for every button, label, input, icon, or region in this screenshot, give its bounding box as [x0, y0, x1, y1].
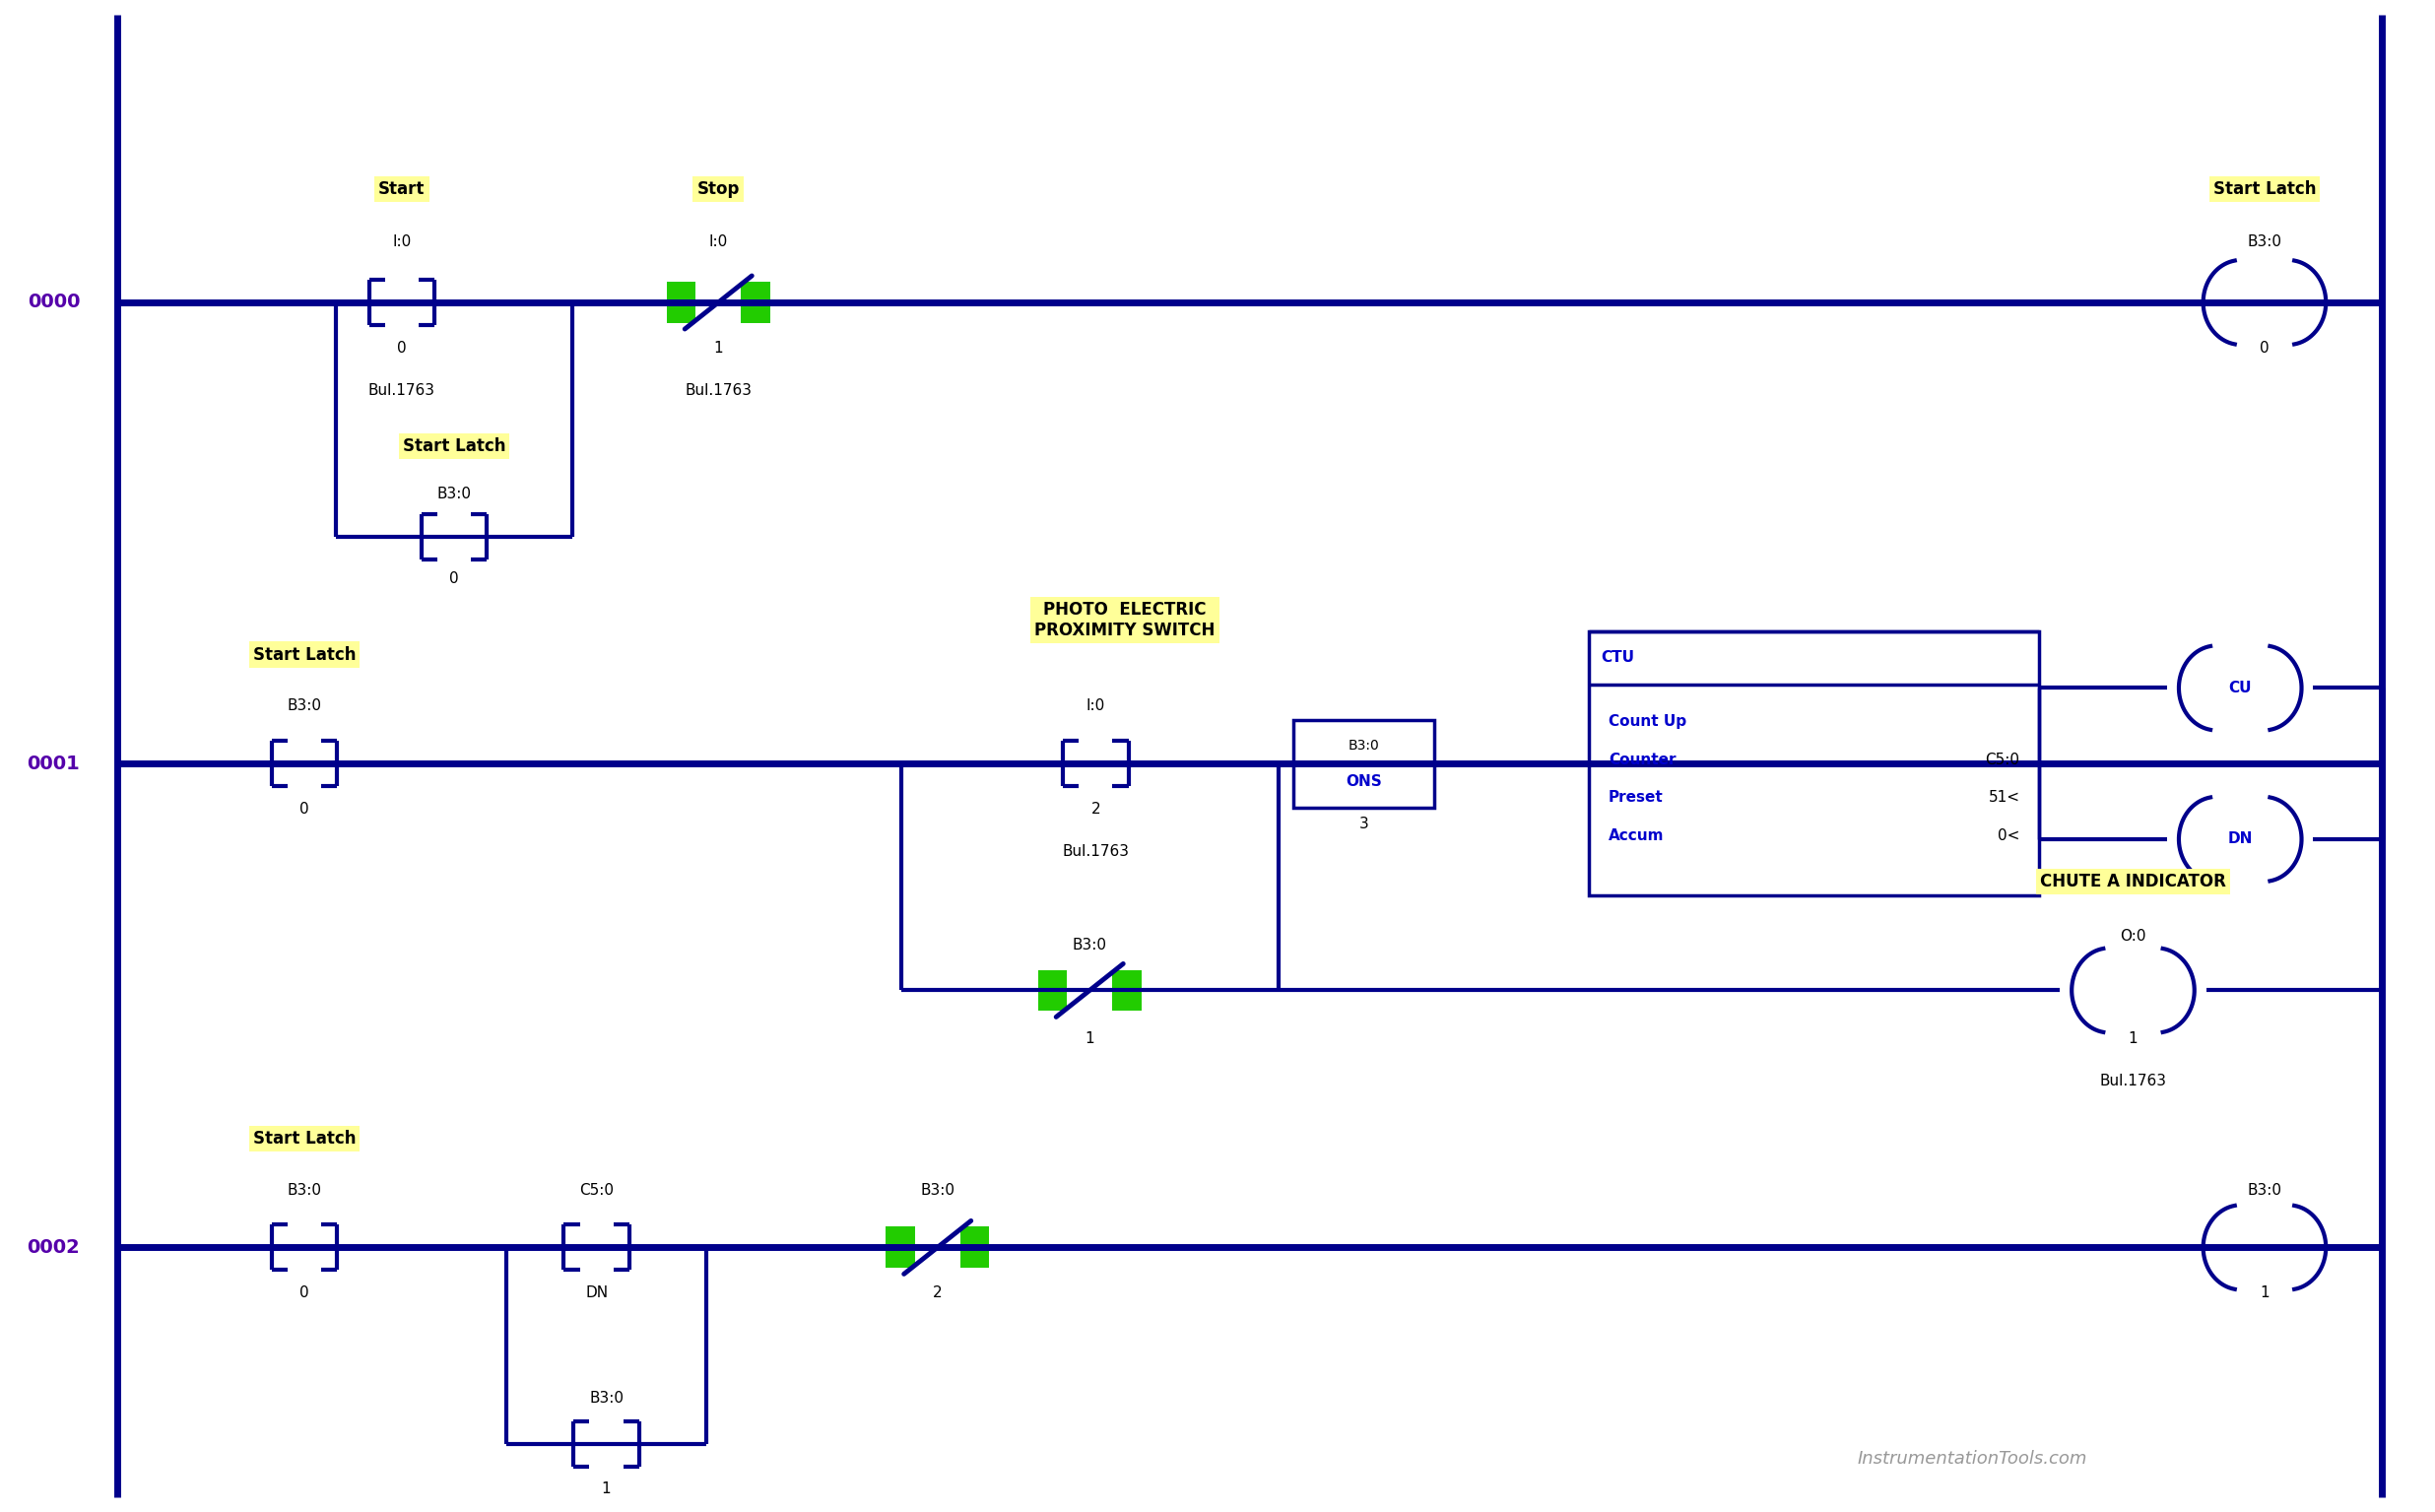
Text: DN: DN: [2228, 832, 2252, 847]
Text: Bul.1763: Bul.1763: [684, 383, 752, 398]
Text: B3:0: B3:0: [436, 487, 472, 502]
Text: I:0: I:0: [392, 234, 412, 249]
FancyBboxPatch shape: [667, 281, 696, 324]
Text: InstrumentationTools.com: InstrumentationTools.com: [1858, 1450, 2087, 1468]
Text: B3:0: B3:0: [589, 1391, 623, 1406]
Text: 1: 1: [601, 1482, 611, 1497]
Text: Count Up: Count Up: [1607, 715, 1687, 729]
Text: Bul.1763: Bul.1763: [2099, 1074, 2167, 1089]
Text: 0: 0: [397, 340, 407, 355]
Text: 0: 0: [300, 801, 309, 816]
Text: B3:0: B3:0: [2248, 1182, 2282, 1198]
Text: 0: 0: [2260, 340, 2269, 355]
Text: CHUTE A INDICATOR: CHUTE A INDICATOR: [2041, 872, 2226, 891]
Text: 0: 0: [300, 1285, 309, 1300]
Text: Start Latch: Start Latch: [2213, 180, 2316, 198]
Text: I:0: I:0: [1086, 699, 1105, 714]
Text: 0000: 0000: [27, 293, 80, 311]
Text: Start Latch: Start Latch: [253, 1129, 356, 1148]
FancyBboxPatch shape: [740, 281, 769, 324]
Text: CTU: CTU: [1600, 650, 1634, 665]
FancyBboxPatch shape: [1113, 969, 1142, 1012]
Text: 1: 1: [2128, 1031, 2138, 1046]
Text: ONS: ONS: [1347, 774, 1381, 789]
Text: Preset: Preset: [1607, 791, 1663, 804]
FancyBboxPatch shape: [1588, 632, 2038, 895]
Text: C5:0: C5:0: [580, 1182, 614, 1198]
Text: PHOTO  ELECTRIC
PROXIMITY SWITCH: PHOTO ELECTRIC PROXIMITY SWITCH: [1035, 600, 1215, 640]
Text: DN: DN: [584, 1285, 609, 1300]
Text: Start: Start: [377, 180, 426, 198]
Text: Bul.1763: Bul.1763: [368, 383, 436, 398]
FancyBboxPatch shape: [886, 1226, 916, 1269]
Text: I:0: I:0: [709, 234, 728, 249]
Text: B3:0: B3:0: [920, 1182, 955, 1198]
Text: Stop: Stop: [696, 180, 740, 198]
Text: B3:0: B3:0: [1349, 738, 1378, 753]
Text: Start Latch: Start Latch: [253, 646, 356, 664]
Text: B3:0: B3:0: [287, 1182, 321, 1198]
Text: 1: 1: [1086, 1031, 1093, 1046]
Text: 1: 1: [2260, 1285, 2269, 1300]
Text: 0001: 0001: [27, 754, 80, 773]
Text: B3:0: B3:0: [1071, 937, 1108, 953]
Text: CU: CU: [2228, 680, 2252, 696]
Text: 0: 0: [450, 572, 458, 587]
Text: 51<: 51<: [1989, 791, 2021, 804]
Text: Start Latch: Start Latch: [402, 437, 506, 455]
Text: Bul.1763: Bul.1763: [1062, 844, 1130, 859]
FancyBboxPatch shape: [1293, 720, 1434, 807]
FancyBboxPatch shape: [959, 1226, 989, 1269]
Text: B3:0: B3:0: [287, 699, 321, 714]
Text: 3: 3: [1359, 816, 1368, 832]
Text: B3:0: B3:0: [2248, 234, 2282, 249]
Text: 1: 1: [713, 340, 723, 355]
Text: 2: 2: [933, 1285, 942, 1300]
Text: 2: 2: [1091, 801, 1101, 816]
Text: C5:0: C5:0: [1985, 753, 2021, 767]
Text: Accum: Accum: [1607, 829, 1663, 842]
FancyBboxPatch shape: [1037, 969, 1067, 1012]
Text: 0<: 0<: [1997, 829, 2021, 842]
Text: 0002: 0002: [27, 1238, 80, 1256]
Text: O:0: O:0: [2121, 928, 2145, 943]
Text: Counter: Counter: [1607, 753, 1675, 767]
